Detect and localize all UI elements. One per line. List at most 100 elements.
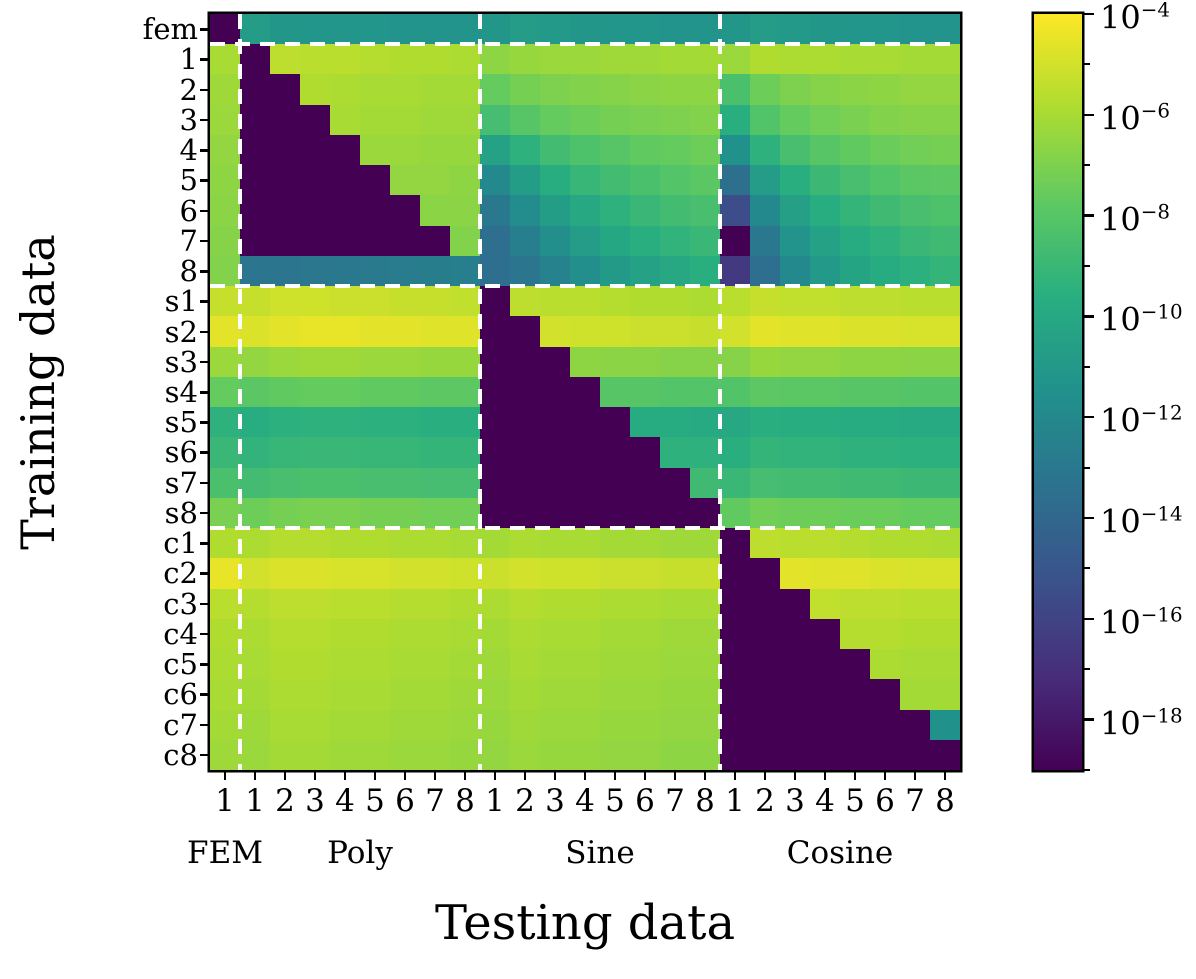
x-tick-label: 1 xyxy=(245,783,265,819)
heatmap-cell xyxy=(450,558,480,589)
x-tick-mark xyxy=(733,770,737,780)
x-tick-mark xyxy=(943,770,947,780)
heatmap-cell xyxy=(300,316,330,347)
colorbar-tick-label: 10−4 xyxy=(1100,0,1170,37)
heatmap-cell xyxy=(540,316,570,347)
y-tick-label: fem xyxy=(142,12,198,47)
x-tick-label: 4 xyxy=(575,783,595,819)
heatmap-cell xyxy=(780,316,810,347)
y-tick-mark xyxy=(200,481,210,485)
heatmap-cell xyxy=(390,497,420,529)
y-tick-mark xyxy=(200,542,210,545)
colorbar-tick-label: 10−10 xyxy=(1100,300,1183,339)
heatmap-cell xyxy=(450,709,480,740)
heatmap-cell xyxy=(750,74,780,105)
heatmap-cell xyxy=(630,679,660,710)
heatmap-cell xyxy=(840,558,870,589)
heatmap-cell xyxy=(510,14,540,45)
heatmap-cell xyxy=(690,104,720,135)
heatmap-cell xyxy=(750,407,780,438)
y-tick-label: s5 xyxy=(164,405,198,440)
colorbar-tick-mark xyxy=(1084,415,1094,419)
x-tick-mark xyxy=(493,770,497,780)
heatmap-cell xyxy=(360,14,390,45)
heatmap-cell xyxy=(750,467,780,498)
heatmap-cell xyxy=(300,709,330,740)
heatmap-cell xyxy=(900,255,930,287)
heatmap-cell xyxy=(750,14,780,45)
x-tick-label: 6 xyxy=(395,783,415,819)
heatmap-cell xyxy=(570,74,600,105)
heatmap-cell xyxy=(450,376,480,408)
heatmap-cell xyxy=(510,225,540,256)
heatmap-cell xyxy=(660,346,690,377)
heatmap-cell xyxy=(390,649,420,680)
heatmap-cell xyxy=(540,649,570,680)
heatmap-cell xyxy=(450,618,480,650)
heatmap-cell xyxy=(690,14,720,45)
colorbar-minor-tick-mark xyxy=(1084,769,1090,771)
heatmap-cell xyxy=(840,316,870,347)
heatmap-cell xyxy=(270,558,300,589)
heatmap-cell xyxy=(300,739,330,770)
x-tick-label: 1 xyxy=(485,783,505,819)
heatmap-cell xyxy=(450,739,480,770)
heatmap-cell xyxy=(600,528,630,559)
heatmap-cell xyxy=(570,225,600,256)
heatmap-cell xyxy=(390,316,420,347)
heatmap-cell xyxy=(690,618,720,650)
y-tick-label: c1 xyxy=(163,526,198,561)
heatmap-cell xyxy=(810,407,840,438)
heatmap-cell xyxy=(900,195,930,226)
x-tick-label: 3 xyxy=(305,783,325,819)
colorbar-tick-mark xyxy=(1084,617,1094,621)
x-axis-title: Testing data xyxy=(434,895,736,951)
heatmap-cell xyxy=(930,528,960,559)
heatmap-cell xyxy=(660,739,690,770)
heatmap-cell xyxy=(570,286,600,317)
heatmap-cell xyxy=(480,134,510,166)
heatmap-cell xyxy=(210,316,240,347)
heatmap-cell xyxy=(390,195,420,226)
heatmap-cell xyxy=(480,528,510,559)
heatmap-cell xyxy=(600,225,630,256)
heatmap-cell xyxy=(690,286,720,317)
heatmap-cell xyxy=(300,437,330,468)
x-tick-mark xyxy=(673,770,677,780)
colorbar-tick-label: 10−18 xyxy=(1100,703,1183,742)
y-tick-mark xyxy=(200,239,210,243)
heatmap-cell xyxy=(810,618,840,650)
heatmap-cell xyxy=(360,255,390,287)
heatmap-cell xyxy=(240,225,270,256)
heatmap-cell xyxy=(600,316,630,347)
separator-line xyxy=(210,526,960,531)
colorbar xyxy=(1034,14,1082,770)
heatmap-cell xyxy=(780,14,810,45)
x-tick-mark xyxy=(313,770,317,780)
heatmap-cell xyxy=(300,528,330,559)
heatmap-cell xyxy=(360,104,390,135)
heatmap-cell xyxy=(780,44,810,75)
y-tick-label: s3 xyxy=(164,344,198,379)
heatmap-cell xyxy=(780,558,810,589)
x-tick-mark xyxy=(853,770,857,780)
heatmap-cell xyxy=(840,588,870,619)
heatmap-cell xyxy=(330,709,360,740)
heatmap-cell xyxy=(420,286,450,317)
heatmap-cell xyxy=(330,14,360,45)
heatmap-cell xyxy=(240,437,270,468)
heatmap-cell xyxy=(840,104,870,135)
heatmap-cell xyxy=(360,165,390,196)
heatmap-cell xyxy=(720,14,750,45)
heatmap-cell xyxy=(480,679,510,710)
heatmap-cell xyxy=(690,44,720,75)
y-tick-mark xyxy=(200,360,210,364)
heatmap-cell xyxy=(420,376,450,408)
x-tick-label: 5 xyxy=(845,783,865,819)
heatmap-cell xyxy=(540,104,570,135)
y-tick-mark xyxy=(200,723,210,727)
y-tick-label: 1 xyxy=(179,42,198,77)
heatmap-cell xyxy=(930,286,960,317)
heatmap-cell xyxy=(450,588,480,619)
heatmap-cell xyxy=(330,528,360,559)
